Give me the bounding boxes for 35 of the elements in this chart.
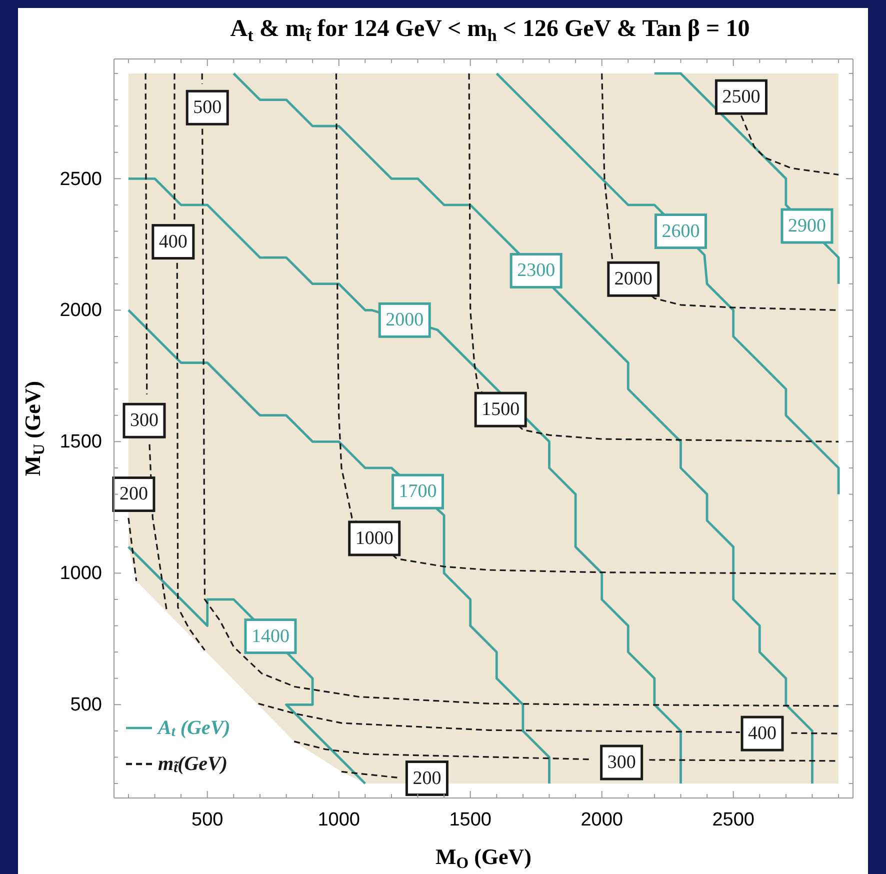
annotation: 300 [130, 410, 158, 432]
annotation: 2600 [662, 220, 700, 242]
y-tick-label: 1500 [60, 432, 102, 453]
y-tick-label: 1000 [60, 563, 102, 584]
x-tick-label: 500 [192, 809, 224, 830]
legend-label: m$_{t̃}$(GeV) [158, 753, 228, 776]
legend-label: A$_{t}$ (GeV) [156, 717, 230, 740]
annotation: 2500 [722, 86, 760, 108]
annotation: 1500 [482, 399, 520, 420]
annotation: 2000 [614, 268, 652, 290]
x-tick-label: 1500 [449, 809, 492, 830]
annotation: 500 [193, 97, 222, 118]
annotation: 1700 [398, 481, 437, 502]
annotation: 2900 [788, 216, 826, 236]
x-tick-label: 1000 [318, 809, 360, 830]
y-tick-label: 2500 [60, 168, 102, 190]
annotation: 2300 [517, 260, 556, 282]
x-tick-label: 2500 [712, 809, 754, 830]
annotation: 1400 [251, 626, 290, 647]
annotation: 1000 [355, 528, 394, 549]
x-tick-label: 2000 [580, 809, 623, 830]
annotation: 400 [748, 723, 777, 744]
line-series [202, 128, 840, 707]
annotation: 300 [607, 752, 636, 773]
annotation: 400 [158, 231, 188, 252]
line-series [176, 262, 206, 651]
chart-title: A$_{t}$ & m$_{t̃}$ for 124 GeV < m$_{h}$ < 126 GeV & Tan β = 10 [230, 16, 750, 45]
y-tick-label: 2000 [60, 300, 102, 322]
annotation: 2000 [386, 310, 424, 331]
line-series [127, 546, 366, 785]
annotation: 200 [412, 768, 442, 789]
annotation: 200 [119, 484, 148, 505]
line-series [468, 72, 840, 442]
x-axis-title: M$_{O}$ (GeV) [436, 844, 532, 872]
y-tick-label: 500 [70, 694, 102, 716]
